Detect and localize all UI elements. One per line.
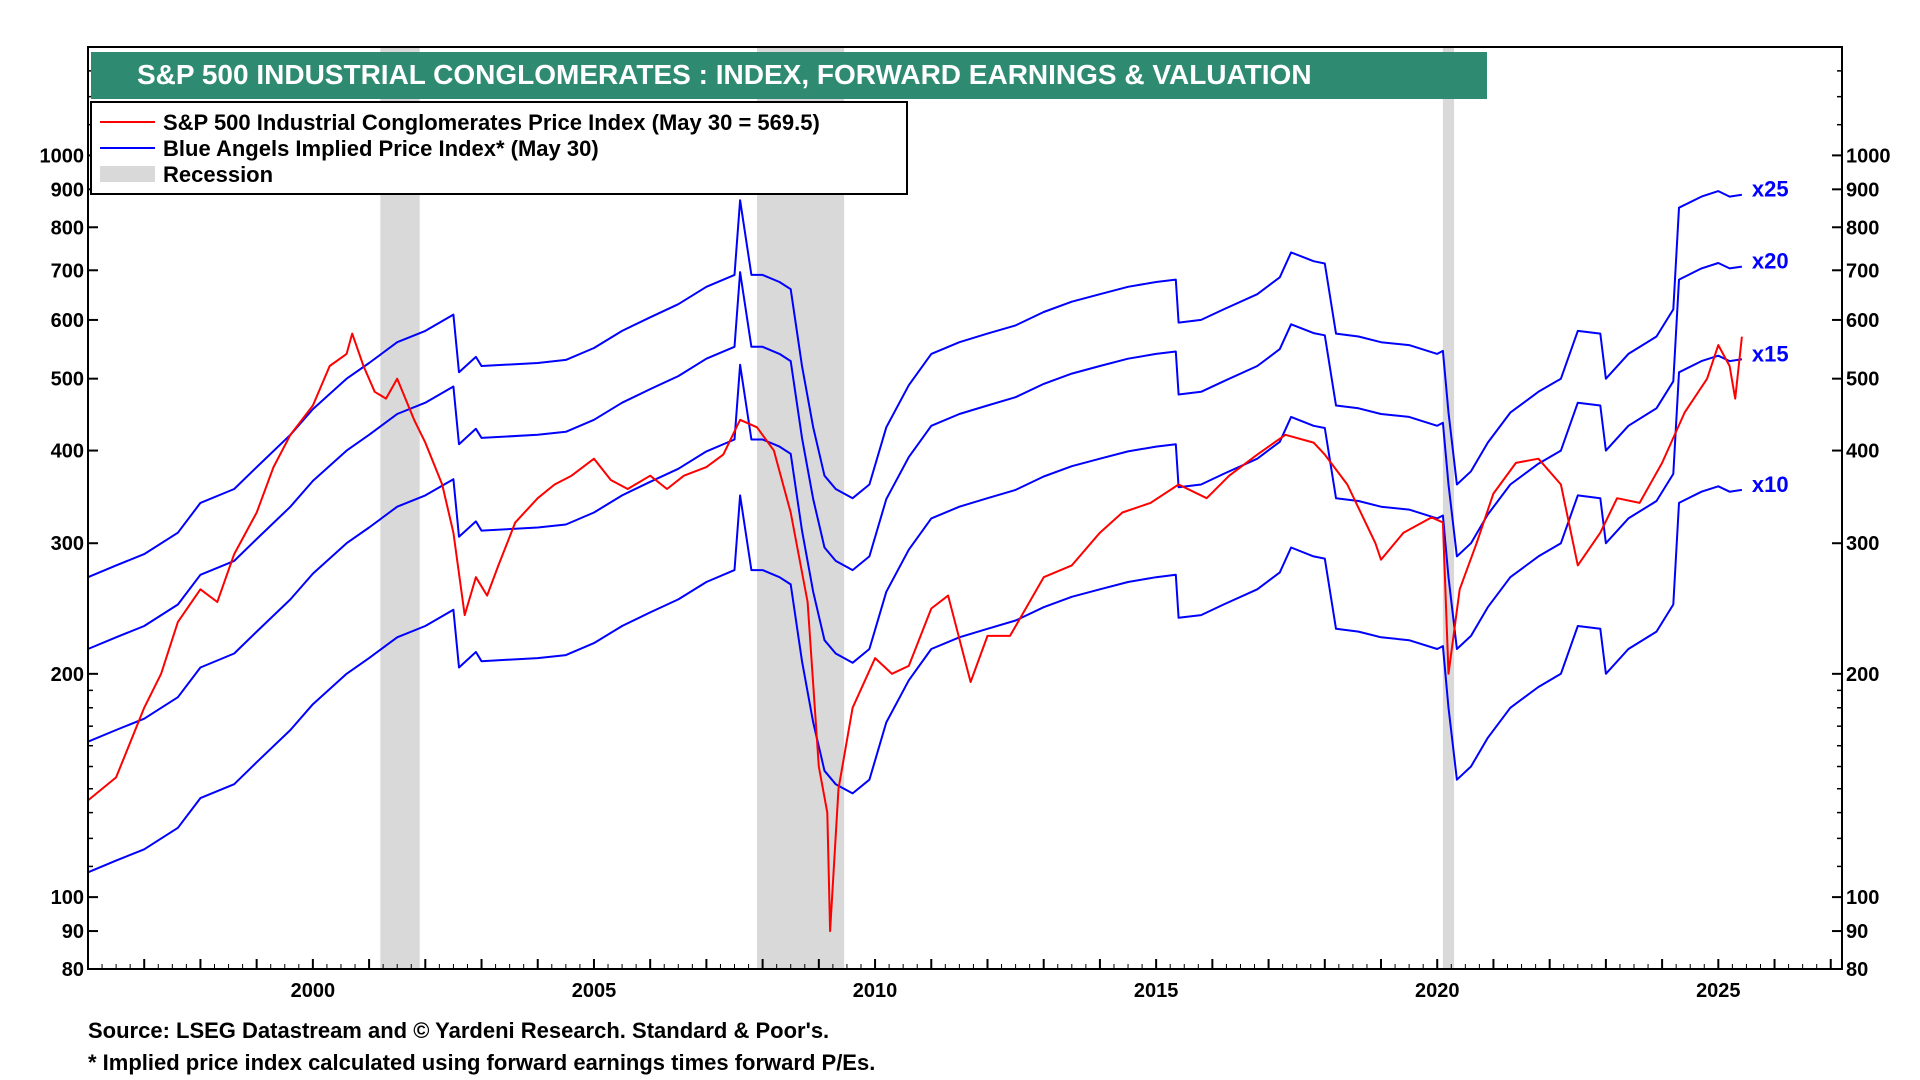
y-tick-label-left: 600 — [51, 310, 84, 332]
multiple-label-x15: x15 — [1752, 341, 1789, 366]
axis-ticks: 80 80 90 90 100 100 200 200 300 300 400 400 500 500 60… — [40, 70, 1891, 1002]
legend-swatch-recession — [100, 166, 155, 182]
y-tick-label-left: 900 — [51, 179, 84, 201]
series-line-x25 — [87, 190, 1743, 579]
x-tick-label-2010: 2010 — [853, 980, 898, 1002]
x-tick-label-2000: 2000 — [291, 980, 336, 1002]
y-tick-label-right: 300 — [1846, 533, 1879, 555]
title-banner — [91, 52, 1487, 99]
y-tick-label-left: 90 — [62, 921, 84, 943]
recession-bands — [380, 47, 1455, 969]
y-tick-label-left: 300 — [51, 533, 84, 555]
y-tick-label-left: 700 — [51, 260, 84, 282]
multiple-label-x10: x10 — [1752, 472, 1789, 497]
series-line-x15 — [87, 354, 1743, 743]
x-tick-label-2020: 2020 — [1415, 980, 1460, 1002]
plot-frame — [87, 46, 1843, 970]
implied-note: * Implied price index calculated using f… — [88, 1050, 876, 1075]
x-tick-label-2025: 2025 — [1696, 980, 1741, 1002]
x-tick-label-2005: 2005 — [572, 980, 617, 1002]
legend-label-implied: Blue Angels Implied Price Index* (May 30… — [163, 136, 599, 161]
recession-band-1 — [756, 47, 845, 969]
series-line-s-p-500-industrial-conglomerates-price-index — [87, 332, 1743, 933]
source-note: Source: LSEG Datastream and © Yardeni Re… — [88, 1018, 830, 1043]
y-tick-label-right: 800 — [1846, 217, 1879, 239]
recession-band-0 — [380, 47, 420, 969]
series-line-x20 — [87, 262, 1743, 650]
y-tick-label-right: 80 — [1846, 959, 1868, 981]
y-tick-label-left: 400 — [51, 441, 84, 463]
multiple-label-x20: x20 — [1752, 249, 1789, 274]
y-tick-label-right: 100 — [1846, 887, 1879, 909]
y-tick-label-left: 200 — [51, 664, 84, 686]
multiple-labels: x25 x20 x15 x10 — [1752, 177, 1789, 497]
y-tick-label-right: 1000 — [1846, 145, 1891, 167]
y-tick-label-left: 1000 — [40, 145, 85, 167]
y-tick-label-left: 80 — [62, 959, 84, 981]
y-tick-label-right: 400 — [1846, 441, 1879, 463]
y-tick-label-right: 600 — [1846, 310, 1879, 332]
y-tick-label-right: 200 — [1846, 664, 1879, 686]
y-tick-label-left: 500 — [51, 369, 84, 391]
x-tick-label-2015: 2015 — [1134, 980, 1179, 1002]
y-tick-label-right: 900 — [1846, 179, 1879, 201]
legend-label-recession: Recession — [163, 162, 273, 187]
legend-label-price: S&P 500 Industrial Conglomerates Price I… — [163, 110, 820, 135]
y-tick-label-right: 90 — [1846, 921, 1868, 943]
y-tick-label-right: 500 — [1846, 369, 1879, 391]
y-tick-label-left: 800 — [51, 217, 84, 239]
y-tick-label-right: 700 — [1846, 260, 1879, 282]
recession-band-2 — [1442, 47, 1455, 969]
y-tick-label-left: 100 — [51, 887, 84, 909]
series-lines — [87, 190, 1743, 933]
legend: S&P 500 Industrial Conglomerates Price I… — [90, 101, 908, 195]
series-line-x10 — [87, 485, 1743, 874]
chart-title: S&P 500 INDUSTRIAL CONGLOMERATES : INDEX… — [137, 59, 1312, 90]
legend-box — [90, 101, 908, 195]
multiple-label-x25: x25 — [1752, 177, 1789, 202]
